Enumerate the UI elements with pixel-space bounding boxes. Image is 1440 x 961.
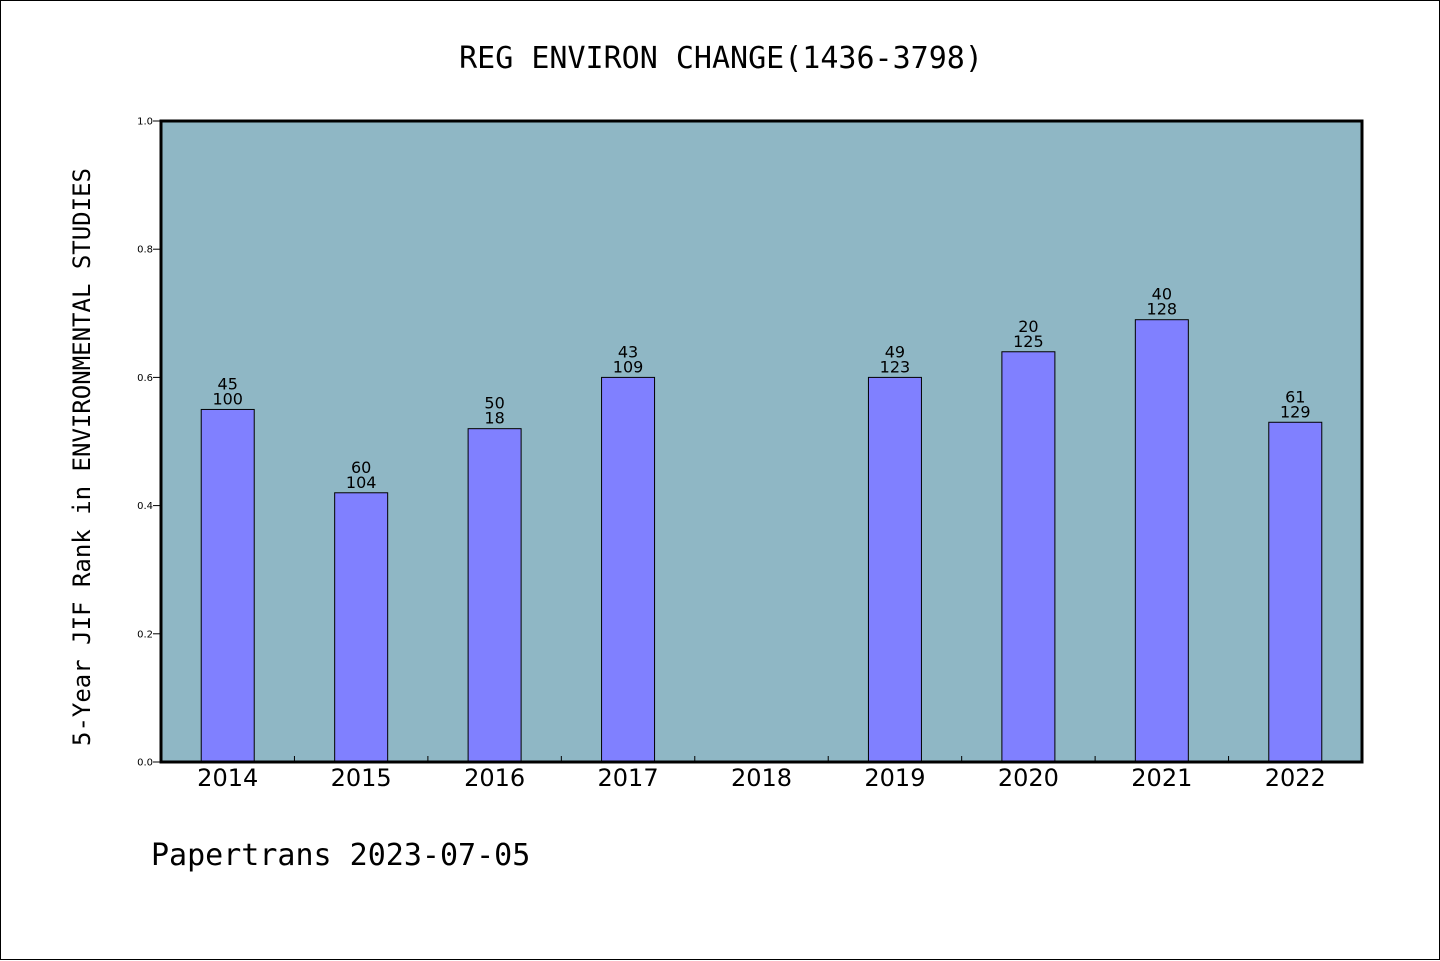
x-tick-label: 2015	[331, 764, 392, 792]
x-tick-label: 2022	[1265, 764, 1326, 792]
chart-title: REG ENVIRON CHANGE(1436-3798)	[459, 41, 983, 76]
bar-2022	[1268, 421, 1323, 763]
x-tick-label: 2016	[464, 764, 525, 792]
x-tick-label: 2017	[598, 764, 659, 792]
x-tick-label: 2020	[998, 764, 1059, 792]
bar-label-top: 40	[1152, 285, 1172, 304]
bar-label-top: 49	[885, 342, 905, 361]
bar-2014	[200, 408, 255, 763]
bar-label-top: 60	[351, 458, 371, 477]
bar-2017	[601, 376, 656, 763]
bar-label-bottom: 100	[212, 389, 243, 408]
bar-2020	[1001, 351, 1056, 763]
y-tick-label: 0.4	[137, 501, 153, 512]
bar-label-top: 45	[218, 374, 238, 393]
bar-label-top: 61	[1285, 387, 1305, 406]
bar-2016	[467, 428, 522, 763]
x-tick-label: 2021	[1131, 764, 1192, 792]
y-tick-label: 1.0	[137, 117, 153, 128]
bar-label-top: 43	[618, 342, 638, 361]
bar-label-bottom: 109	[613, 357, 644, 376]
bar-label-bottom: 104	[346, 473, 377, 492]
bar-2019	[867, 376, 922, 763]
x-axis-ticks: 2014 2015 2016 2017 2018 2019 2020 2021 2022	[197, 756, 1326, 792]
y-axis-ticks: 0.0 0.2 0.4 0.6 0.8 1.0	[137, 117, 161, 769]
bar-label-bottom: 125	[1013, 332, 1044, 351]
bar-2021	[1134, 319, 1189, 763]
footer-text: Papertrans 2023-07-05	[151, 838, 530, 873]
x-tick-label: 2019	[864, 764, 925, 792]
bar-label-top: 20	[1018, 317, 1038, 336]
bar-label-bottom: 123	[880, 357, 911, 376]
bar-label-top: 50	[484, 394, 504, 413]
x-tick-label: 2018	[731, 764, 792, 792]
y-tick-label: 0.8	[137, 245, 153, 256]
bar-label-bottom: 129	[1280, 402, 1311, 421]
x-tick-label: 2014	[197, 764, 258, 792]
bar-label-bottom: 128	[1147, 300, 1178, 319]
y-tick-label: 0.0	[137, 758, 153, 769]
plot-border	[159, 119, 1364, 764]
bar-2015	[334, 492, 389, 763]
y-axis-label: 5-Year JIF Rank in ENVIRONMENTAL STUDIES	[68, 168, 96, 746]
y-tick-label: 0.6	[137, 373, 153, 384]
y-tick-label: 0.2	[137, 629, 153, 640]
bar-label-bottom: 18	[484, 409, 504, 428]
